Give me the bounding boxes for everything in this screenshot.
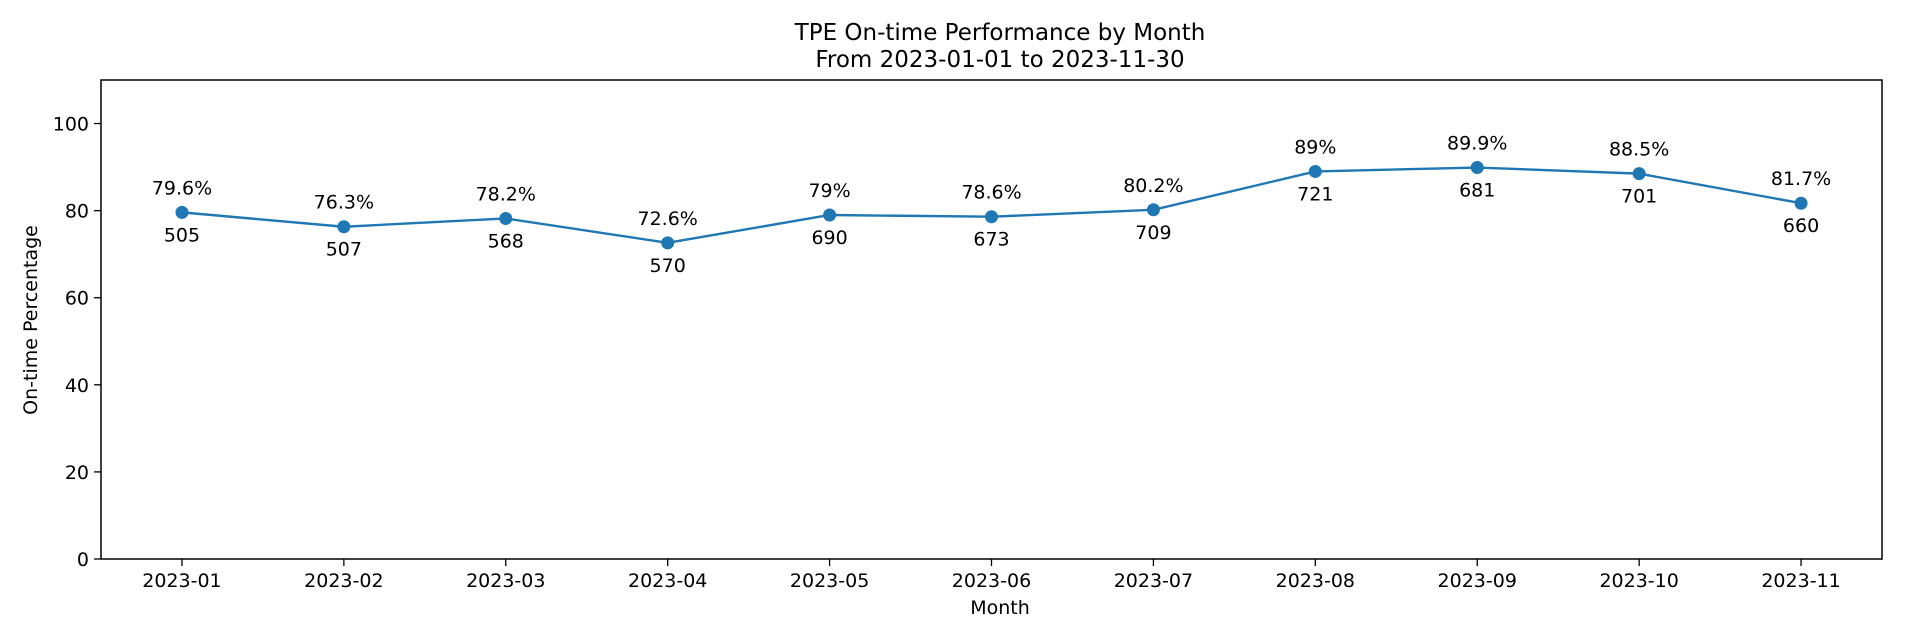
count-label: 507 bbox=[326, 239, 362, 261]
count-label: 721 bbox=[1297, 183, 1333, 205]
percent-label: 78.6% bbox=[961, 182, 1021, 204]
chart-subtitle: From 2023-01-01 to 2023-11-30 bbox=[815, 47, 1184, 73]
count-label: 701 bbox=[1621, 186, 1657, 208]
y-tick-label: 60 bbox=[65, 288, 89, 310]
x-axis-label: Month bbox=[970, 597, 1030, 619]
x-tick-label: 2023-02 bbox=[304, 570, 383, 592]
data-point bbox=[1794, 196, 1808, 210]
x-tick-label: 2023-05 bbox=[790, 570, 869, 592]
count-label: 505 bbox=[164, 224, 200, 246]
y-axis-label: On-time Percentage bbox=[20, 225, 42, 415]
plot-area: 0 20 40 60 80 100 2023-01 2023-02 2023-03 2023-04… bbox=[53, 79, 1883, 592]
x-tick-label: 2023-08 bbox=[1276, 570, 1355, 592]
data-point bbox=[337, 220, 351, 234]
percent-label: 79% bbox=[808, 180, 850, 202]
x-tick-label: 2023-09 bbox=[1438, 570, 1517, 592]
data-point bbox=[823, 208, 837, 222]
percent-label: 81.7% bbox=[1771, 168, 1831, 190]
chart-title: TPE On-time Performance by Month bbox=[794, 20, 1206, 46]
x-tick-label: 2023-04 bbox=[628, 570, 707, 592]
percent-label: 79.6% bbox=[152, 177, 212, 199]
x-tick-label: 2023-10 bbox=[1599, 570, 1678, 592]
data-point bbox=[985, 210, 998, 224]
data-point bbox=[499, 211, 513, 225]
data-point bbox=[661, 236, 675, 250]
percent-label: 78.2% bbox=[476, 183, 536, 205]
count-label: 673 bbox=[973, 229, 1009, 251]
percent-label: 89.9% bbox=[1447, 133, 1507, 155]
percent-label: 80.2% bbox=[1123, 175, 1183, 197]
percent-label: 72.6% bbox=[638, 208, 698, 230]
y-tick-label: 80 bbox=[65, 201, 89, 223]
x-tick-label: 2023-07 bbox=[1114, 570, 1193, 592]
count-label: 570 bbox=[650, 255, 686, 277]
y-tick-label: 0 bbox=[77, 549, 89, 571]
count-label: 568 bbox=[488, 230, 524, 252]
percent-label: 89% bbox=[1294, 136, 1336, 158]
data-point bbox=[1146, 203, 1160, 217]
y-tick-label: 100 bbox=[53, 114, 89, 136]
data-point bbox=[1470, 161, 1484, 175]
y-tick-label: 20 bbox=[65, 462, 89, 484]
count-label: 660 bbox=[1783, 215, 1819, 237]
x-tick-label: 2023-03 bbox=[466, 570, 545, 592]
percent-label: 88.5% bbox=[1609, 139, 1669, 161]
data-point bbox=[1632, 167, 1646, 181]
count-label: 681 bbox=[1459, 180, 1495, 202]
data-point bbox=[175, 205, 189, 219]
count-label: 690 bbox=[811, 227, 847, 249]
x-tick-label: 2023-06 bbox=[952, 570, 1031, 592]
x-tick-label: 2023-11 bbox=[1761, 570, 1840, 592]
data-point bbox=[1308, 164, 1322, 178]
x-tick-label: 2023-01 bbox=[142, 570, 221, 592]
y-tick-label: 40 bbox=[65, 375, 89, 397]
count-label: 709 bbox=[1135, 222, 1171, 244]
percent-label: 76.3% bbox=[314, 192, 374, 214]
